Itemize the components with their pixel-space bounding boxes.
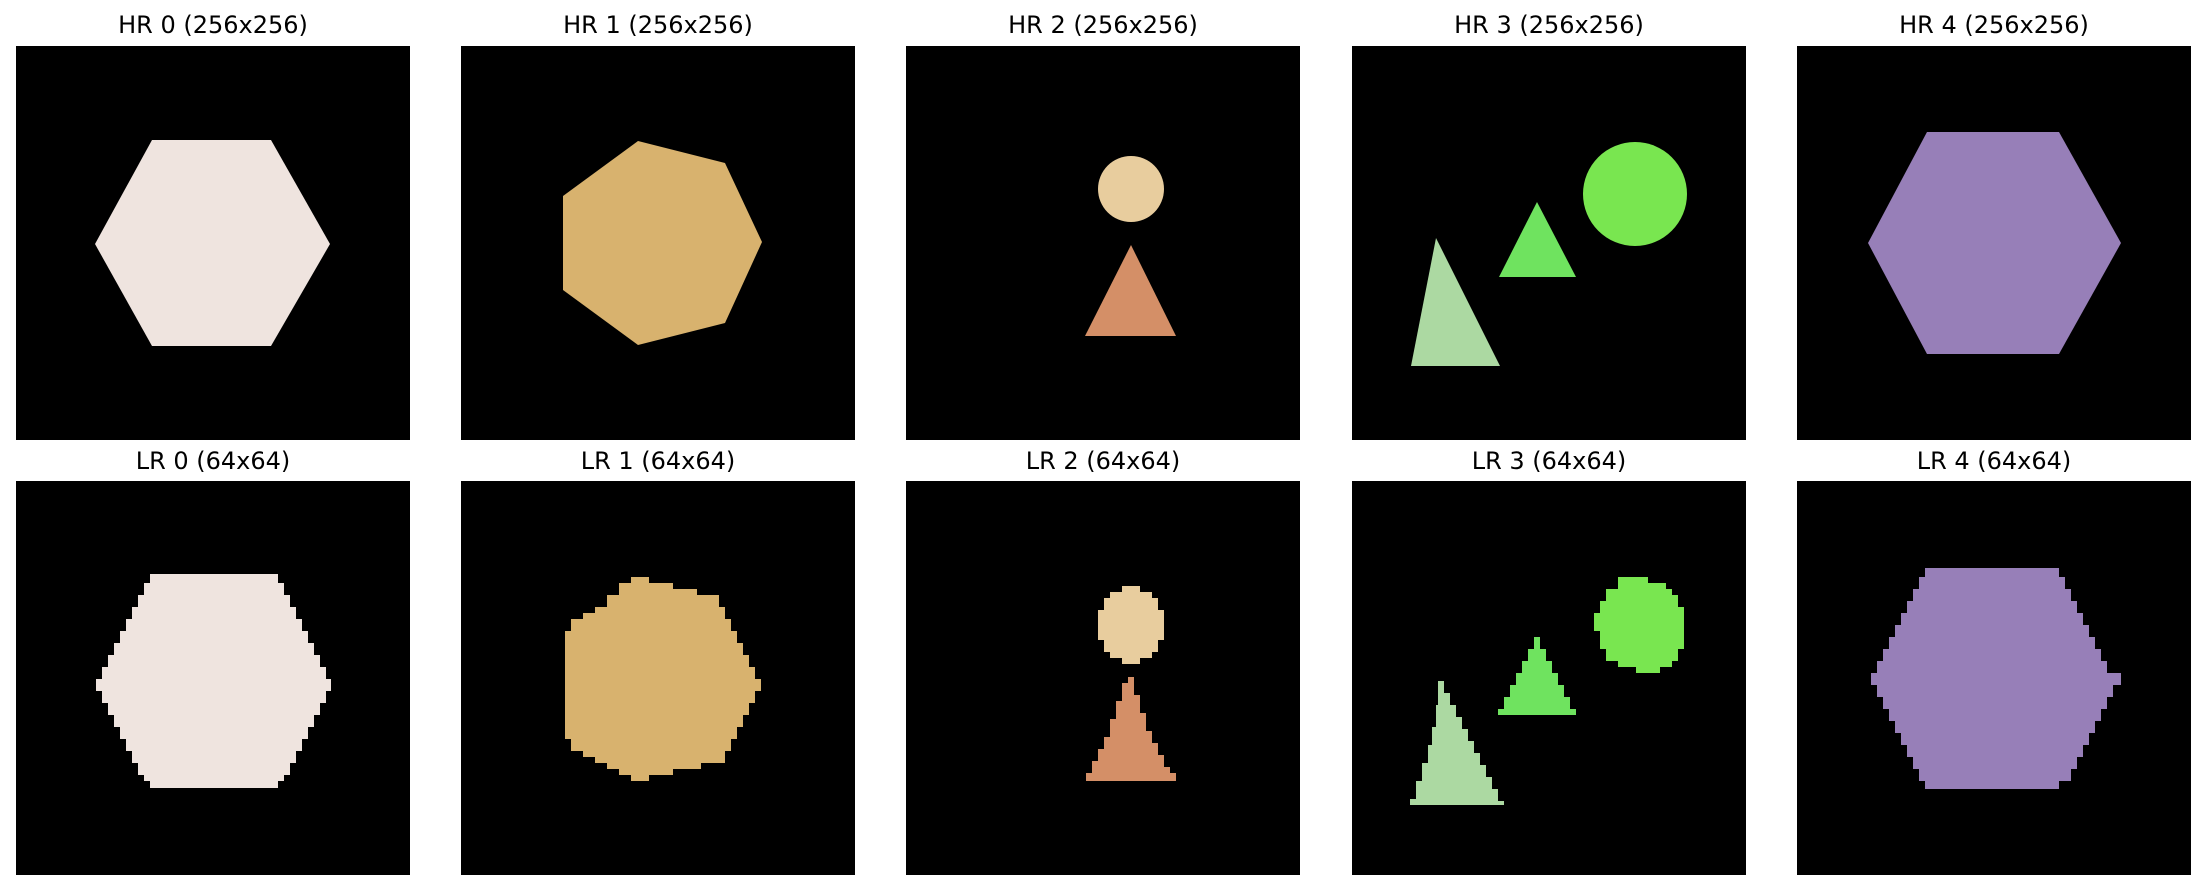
lr-4-title: LR 4 (64x64) (1916, 447, 2072, 475)
hr-4-title: HR 4 (256x256) (1899, 11, 2089, 39)
circle-shape (1098, 156, 1164, 222)
large-triangle-shape (1410, 681, 1504, 805)
hexagon-shape (1871, 568, 2121, 789)
lr-4-panel (1797, 481, 2191, 875)
lr-2-image (906, 481, 1300, 875)
hr-1-panel (461, 46, 855, 440)
hr-4-image (1797, 46, 2191, 440)
circle-shape (1583, 142, 1687, 246)
lr-1-panel (461, 481, 855, 875)
lr-0-image (16, 481, 410, 875)
hr-2-panel (906, 46, 1300, 440)
lr-3-title: LR 3 (64x64) (1471, 447, 1627, 475)
hexagon-shape (96, 574, 331, 788)
hr-4-panel (1797, 46, 2191, 440)
hr-1-image (461, 46, 855, 440)
hr-0-image (16, 46, 410, 440)
hexagon-shape (1868, 132, 2121, 354)
lr-3-panel (1352, 481, 1746, 875)
circle-shape (1098, 586, 1164, 664)
large-triangle-shape (1411, 238, 1500, 366)
panel-background (906, 46, 1300, 440)
small-triangle-shape (1498, 637, 1576, 715)
hr-3-image (1352, 46, 1746, 440)
hr-3-panel (1352, 46, 1746, 440)
heptagon-shape (563, 141, 762, 345)
hexagon-shape (95, 140, 330, 346)
heptagon-shape (565, 577, 761, 781)
lr-3-image (1352, 481, 1746, 875)
lr-0-title: LR 0 (64x64) (135, 447, 291, 475)
panel-background (906, 481, 1300, 875)
small-triangle-shape (1499, 202, 1576, 277)
lr-1-title: LR 1 (64x64) (580, 447, 736, 475)
lr-1-image (461, 481, 855, 875)
triangle-shape (1086, 677, 1176, 781)
hr-3-title: HR 3 (256x256) (1454, 11, 1644, 39)
triangle-shape (1085, 245, 1176, 336)
lr-2-title: LR 2 (64x64) (1025, 447, 1181, 475)
lr-0-panel (16, 481, 410, 875)
hr-1-title: HR 1 (256x256) (563, 11, 753, 39)
circle-shape (1594, 577, 1684, 673)
lr-4-image (1797, 481, 2191, 875)
hr-0-panel (16, 46, 410, 440)
lr-2-panel (906, 481, 1300, 875)
hr-0-title: HR 0 (256x256) (118, 11, 308, 39)
hr-2-title: HR 2 (256x256) (1008, 11, 1198, 39)
hr-2-image (906, 46, 1300, 440)
